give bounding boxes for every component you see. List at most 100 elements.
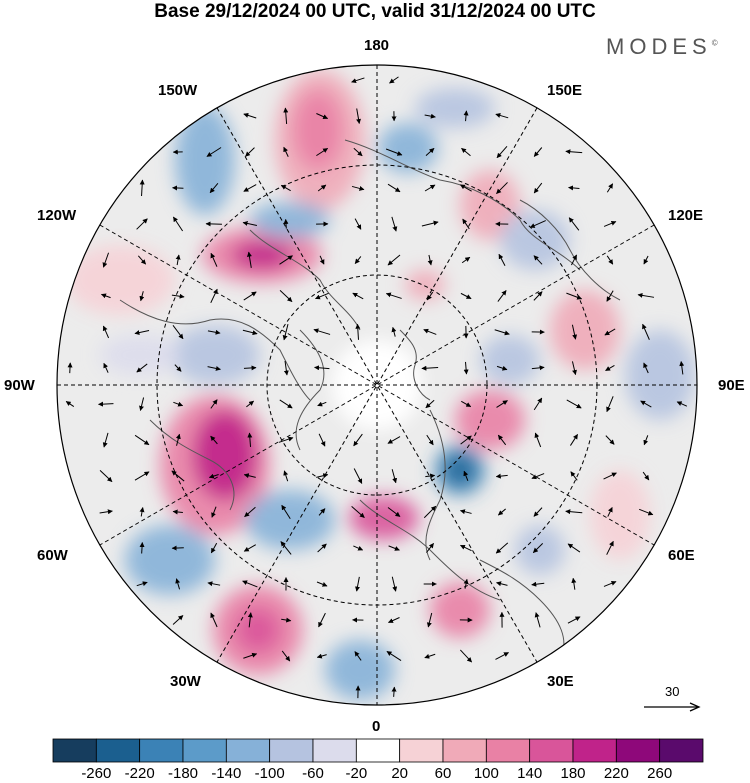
wind-vector <box>279 289 293 303</box>
lon-label-30w: 30W <box>170 673 201 690</box>
wind-vector <box>606 183 614 193</box>
wind-vector <box>529 220 546 228</box>
wind-vector <box>534 432 542 448</box>
wind-vector <box>676 401 688 407</box>
wind-vector <box>427 254 433 266</box>
wind-vector <box>283 107 289 125</box>
wind-vector <box>103 362 109 373</box>
lon-label-120w: 120W <box>37 207 77 224</box>
wind-vector <box>571 254 577 266</box>
colorbar-tick-label: -180 <box>167 765 199 782</box>
wind-vector <box>317 401 327 407</box>
wind-vector <box>207 365 221 371</box>
modes-logo: MODES© <box>606 34 718 60</box>
wind-vector <box>282 323 289 341</box>
anomaly-blob <box>245 490 335 550</box>
wind-vector <box>210 542 218 554</box>
wind-vector <box>603 472 617 480</box>
wind-vector <box>316 473 329 479</box>
anomaly-blob <box>430 582 490 638</box>
colorbar-box <box>95 738 141 763</box>
wind-vector <box>568 185 580 191</box>
anomaly-blob <box>500 210 570 270</box>
wind-vector <box>210 612 218 628</box>
wind-vector <box>355 576 360 592</box>
wind-vector <box>389 76 399 84</box>
wind-vectors <box>65 76 688 699</box>
wind-vector <box>67 362 73 374</box>
wind-vector <box>391 469 398 484</box>
anomaly-blob <box>480 335 540 385</box>
wind-vector <box>638 508 654 516</box>
wind-vector <box>139 542 145 554</box>
wind-vector <box>318 612 326 628</box>
wind-vector <box>391 576 398 592</box>
wind-vector <box>570 434 578 446</box>
wind-vector <box>603 220 617 227</box>
wind-vector <box>388 545 400 551</box>
anomaly-blob <box>125 525 215 595</box>
wind-vector <box>136 218 148 230</box>
wind-vector <box>421 220 439 227</box>
wind-vector <box>606 396 614 413</box>
wind-vector <box>495 652 509 660</box>
anomaly-blob <box>236 608 280 652</box>
lon-label-150e: 150E <box>547 82 583 99</box>
wind-vector <box>172 615 184 625</box>
wind-vector <box>134 329 150 336</box>
anomaly-blob <box>232 241 292 269</box>
wind-vector <box>531 473 545 480</box>
wind-vector <box>424 653 436 659</box>
wind-vector <box>171 470 185 482</box>
wind-vector <box>139 179 145 197</box>
wind-vector <box>498 253 506 266</box>
wind-vector <box>139 507 145 517</box>
wind-vector <box>426 543 434 553</box>
wind-vector <box>172 509 183 515</box>
wind-vector <box>460 435 472 445</box>
wind-vector <box>99 470 113 482</box>
wind-vector <box>604 328 616 336</box>
wind-vector <box>246 251 252 268</box>
wind-vector <box>387 436 401 444</box>
reference-vector-label: 30 <box>665 684 680 699</box>
wind-vector <box>243 365 257 371</box>
wind-vector <box>463 578 469 589</box>
latitude-circle <box>266 274 488 496</box>
latitude-circle <box>156 164 598 606</box>
wind-vector <box>102 325 110 339</box>
wind-vector <box>391 686 397 697</box>
meridian-line <box>216 107 538 663</box>
wind-vector <box>316 653 327 659</box>
wind-vector <box>246 400 255 408</box>
lon-label-90w: 90W <box>4 377 35 394</box>
wind-vector <box>319 255 325 265</box>
wind-vector <box>136 363 148 373</box>
wind-vector <box>245 147 255 157</box>
wind-vector <box>460 292 472 300</box>
wind-vector <box>281 617 292 623</box>
wind-vector <box>205 221 222 227</box>
wind-vector <box>353 545 364 551</box>
wind-vector <box>353 147 363 157</box>
colorbar-box <box>182 738 227 763</box>
wind-vector <box>316 147 329 157</box>
wind-vector <box>134 471 150 481</box>
wind-vector <box>497 434 507 446</box>
wind-vector <box>533 507 543 517</box>
wind-vector <box>315 292 329 300</box>
wind-vector <box>139 397 145 412</box>
wind-vector <box>391 326 397 337</box>
wind-vector <box>566 399 582 409</box>
lon-label-150w: 150W <box>158 82 198 99</box>
colorbar-box <box>225 738 271 763</box>
wind-vector <box>281 650 291 662</box>
wind-vector <box>207 581 221 587</box>
wind-vector <box>642 471 650 481</box>
wind-vector <box>386 650 402 662</box>
brand-name: MODES <box>606 34 712 59</box>
wind-vector <box>247 612 253 628</box>
wind-vector <box>421 365 439 371</box>
wind-vector <box>134 434 150 446</box>
anomaly-blob <box>590 470 650 560</box>
